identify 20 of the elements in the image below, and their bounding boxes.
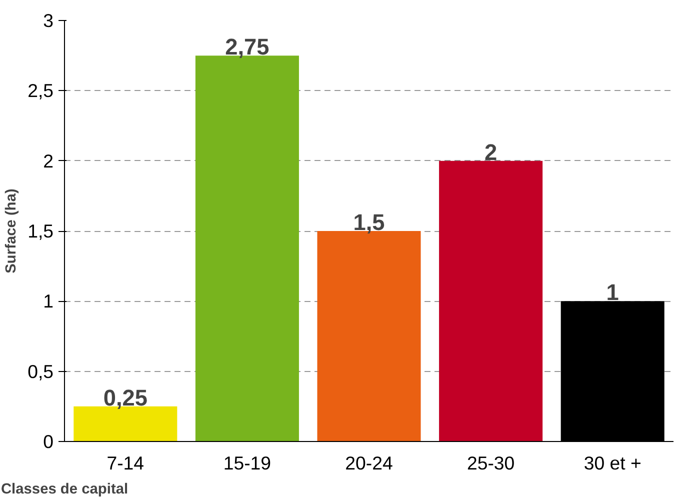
data-label: 2,75 — [225, 34, 270, 60]
y-tick-label: 1,5 — [28, 220, 54, 242]
data-label: 1 — [606, 279, 619, 306]
y-tick-label: 0,5 — [28, 360, 54, 382]
x-tick-label: 25-30 — [466, 452, 515, 474]
x-tick-label: 15-19 — [223, 452, 272, 474]
x-tick-label: 30 et + — [584, 452, 642, 474]
y-axis-title: Surface (ha) — [4, 188, 20, 274]
bar — [439, 160, 543, 442]
y-tick-label: 2,5 — [28, 80, 54, 102]
y-tick-label: 2 — [43, 150, 54, 172]
y-tick-label: 3 — [43, 10, 54, 31]
y-tick-label: 0 — [43, 431, 54, 452]
data-label: 2 — [484, 138, 498, 165]
x-tick-label: 7-14 — [106, 452, 144, 474]
x-tick-label: 20-24 — [345, 452, 393, 474]
y-tick-label: 1 — [43, 290, 54, 312]
x-axis-title: Classes de capital — [0, 482, 128, 498]
data-label: 0,25 — [103, 384, 148, 410]
data-label: 1,5 — [353, 209, 385, 235]
